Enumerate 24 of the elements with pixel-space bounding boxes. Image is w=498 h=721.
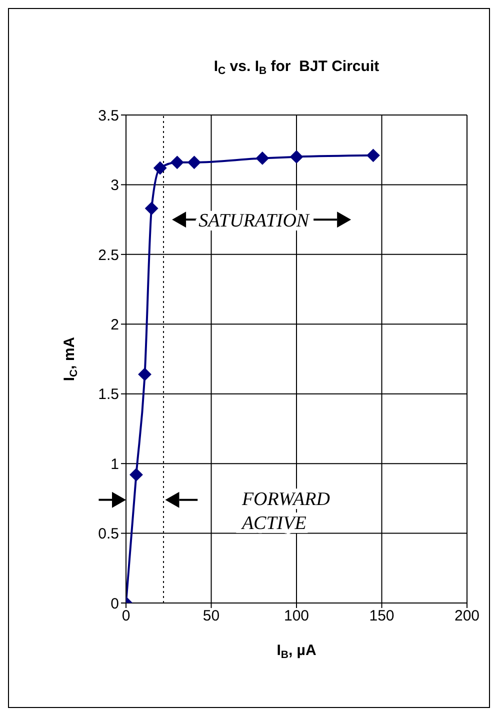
y-tick-label: 3 [110, 177, 119, 194]
point [145, 202, 158, 215]
y-tick-label: 3.5 [98, 107, 119, 124]
chart-title: I$_{C}$ vs. I$_{B}$ for BJT Circuit [214, 58, 380, 77]
point [256, 152, 269, 165]
y-tick-label: 1.5 [98, 386, 119, 404]
x-tick-label: 100 [284, 608, 310, 625]
y-tick-label: 1 [110, 456, 119, 473]
x-tick-label: 0 [122, 608, 130, 625]
point [366, 148, 380, 162]
point [154, 161, 167, 174]
y-tick-label: 0 [110, 595, 119, 612]
x-axis-title: I$_{B}$, µA [276, 642, 316, 661]
y-tick-label: 0.5 [98, 526, 119, 543]
x-tick-label: 50 [202, 608, 220, 625]
point [138, 368, 152, 381]
y-tick-label: 2.5 [98, 246, 119, 264]
point [170, 156, 184, 169]
x-tick-label: 200 [454, 608, 480, 625]
point [188, 156, 201, 169]
y-tick-label: 2 [110, 316, 119, 334]
x-tick-label: 150 [369, 608, 394, 625]
point [290, 150, 303, 164]
point [130, 468, 143, 482]
